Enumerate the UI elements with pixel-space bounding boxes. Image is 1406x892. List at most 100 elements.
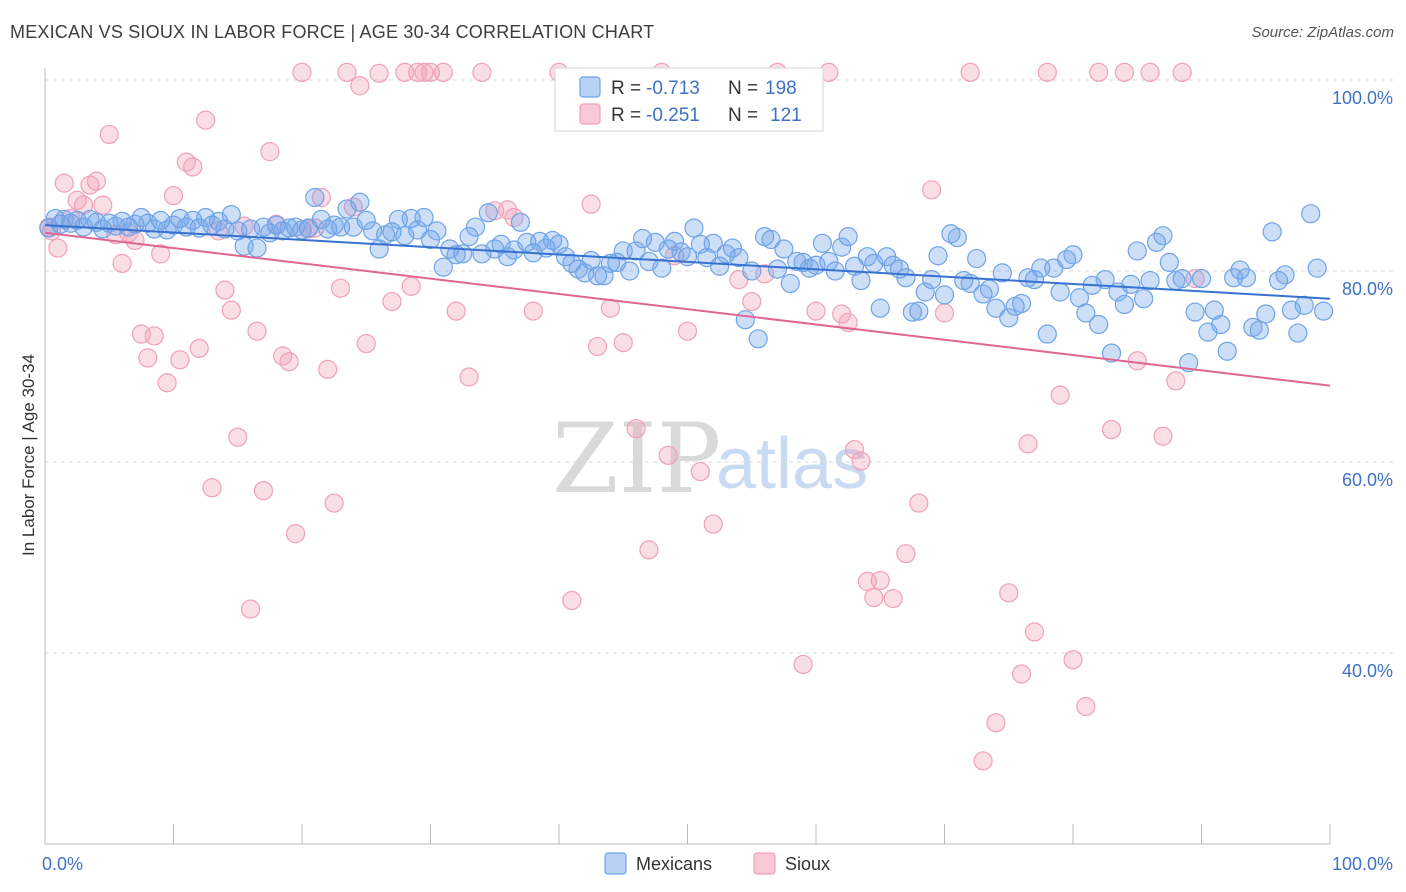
sioux-point [922, 180, 942, 200]
mexicans-point [600, 253, 621, 273]
sioux-point [1037, 62, 1057, 82]
sioux-point [864, 588, 884, 608]
sioux-point [587, 336, 608, 357]
y-tick-labels: 100.0% 80.0% 60.0% 40.0% [1332, 88, 1393, 681]
mexicans-point [594, 266, 614, 286]
sioux-point [703, 514, 723, 534]
legend-n-value-mexicans: 198 [765, 78, 797, 99]
mexicans-point [1050, 282, 1070, 302]
sioux-point [356, 333, 376, 354]
sioux-point [163, 185, 184, 206]
sioux-point [1018, 434, 1038, 454]
mexicans-point [1288, 323, 1308, 343]
sioux-point [1063, 650, 1083, 670]
mexicans-point [1121, 274, 1141, 294]
sioux-point [677, 321, 698, 341]
sioux-point [196, 110, 216, 130]
mexicans-point [510, 212, 531, 232]
mexicans-point [967, 248, 987, 269]
mexicans-point [465, 217, 486, 237]
sioux-point [189, 338, 209, 358]
sioux-point [690, 461, 710, 482]
mexicans-point [414, 207, 434, 228]
mexicans-point [587, 266, 608, 286]
mexicans-point [896, 268, 916, 288]
mexicans-point [915, 282, 935, 302]
legend-n-label-sioux: N = [728, 105, 758, 126]
mexicans-point [992, 263, 1012, 283]
mexicans-point [812, 233, 833, 253]
mexicans-point [356, 210, 376, 230]
sioux-point [459, 367, 479, 387]
sioux-point [600, 298, 621, 318]
mexicans-point [408, 220, 428, 240]
mexicans-points [39, 187, 1334, 373]
legend-r-value-mexicans: -0.713 [646, 78, 700, 99]
sioux-point [324, 493, 344, 513]
sioux-point [1076, 696, 1096, 717]
sioux-point [433, 62, 453, 82]
legend-r-label-sioux: R = [611, 105, 641, 126]
mexicans-point [1153, 226, 1173, 246]
mexicans-point [870, 298, 890, 318]
mexicans-point [1249, 320, 1269, 340]
mexicans-point [767, 259, 788, 279]
mexicans-point [1256, 304, 1276, 324]
sioux-point [806, 301, 826, 321]
mexicans-point [665, 231, 685, 251]
sioux-point [581, 194, 601, 214]
mexicans-point [1011, 293, 1032, 314]
sioux-point [48, 238, 68, 258]
mexicans-point [39, 218, 59, 238]
mexicans-point [1140, 270, 1160, 291]
mexicans-point [838, 227, 858, 247]
mexicans-point [459, 227, 479, 247]
sioux-point [311, 187, 331, 208]
mexicans-point [382, 222, 402, 242]
mexicans-point [1230, 260, 1250, 280]
mexicans-point [453, 244, 473, 264]
watermark-atlas: atlas [716, 424, 868, 504]
series-legend: Mexicans Sioux [604, 852, 830, 875]
sioux-point [844, 439, 865, 460]
mexicans-point [1089, 314, 1109, 335]
sioux-point [86, 171, 107, 191]
mexicans-point [1114, 294, 1135, 315]
sioux-trend-line [44, 231, 1331, 387]
sioux-point [639, 540, 659, 560]
mexicans-point [1211, 314, 1231, 335]
y-tick-label: 80.0% [1342, 279, 1393, 299]
mexicans-point [1159, 252, 1179, 273]
sioux-point [934, 303, 955, 323]
sioux-point [1011, 664, 1032, 684]
mexicans-point [221, 205, 241, 225]
sioux-point [279, 352, 299, 372]
sioux-point [960, 62, 980, 82]
mexicans-point [1076, 303, 1096, 323]
mexicans-point [1134, 289, 1154, 309]
sioux-point [292, 62, 312, 82]
mexicans-point [427, 221, 447, 241]
legend-swatch-sioux [579, 103, 601, 125]
sioux-point [1153, 426, 1173, 446]
mexicans-point [832, 237, 852, 257]
sioux-point [330, 278, 351, 298]
mexicans-point [710, 256, 730, 276]
sioux-point [151, 244, 171, 264]
sioux-point [285, 524, 306, 544]
y-tick-label: 60.0% [1342, 470, 1393, 490]
sioux-point [112, 253, 132, 273]
sioux-point [221, 300, 241, 320]
x-tick-label-left: 0.0% [42, 854, 83, 874]
sioux-point [247, 321, 267, 341]
mexicans-point [632, 228, 653, 249]
mexicans-point [1191, 269, 1212, 289]
legend-r-label-mexicans: R = [611, 78, 641, 99]
watermark-zip: ZIP [552, 403, 721, 515]
sioux-point [138, 348, 158, 368]
sioux-point [144, 326, 164, 346]
mexicans-point [247, 238, 267, 258]
mexicans-point [1313, 301, 1334, 321]
sioux-point [215, 280, 235, 300]
sioux-point [1172, 62, 1192, 82]
